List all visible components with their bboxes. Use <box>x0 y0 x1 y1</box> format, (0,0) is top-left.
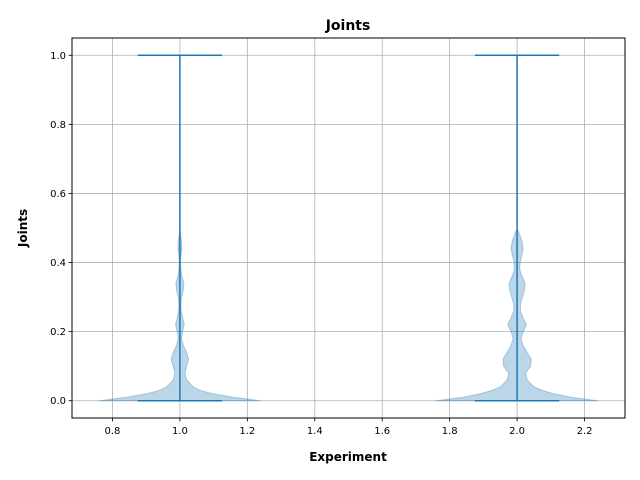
x-tick-label: 1.8 <box>442 426 458 437</box>
y-tick-label: 1.0 <box>50 51 66 62</box>
x-tick-label: 0.8 <box>105 426 121 437</box>
x-tick-label: 2.0 <box>509 426 525 437</box>
y-tick-label: 0.8 <box>50 120 66 131</box>
plot-frame <box>71 37 626 419</box>
violin-layer <box>98 54 599 402</box>
x-tick-label: 1.0 <box>172 426 188 437</box>
tick-layer: 0.8 1.0 1.2 1.4 1.6 1.8 2.0 2.2 0.0 0.2 0.4 0.6 0.8 1… <box>50 51 592 437</box>
x-axis-label: Experiment <box>309 450 387 464</box>
y-tick-label: 0.0 <box>50 396 66 407</box>
y-tick-label: 0.2 <box>50 327 66 338</box>
x-tick-label: 1.4 <box>307 426 323 437</box>
y-tick-label: 0.4 <box>50 258 66 269</box>
x-tick-label: 1.6 <box>374 426 390 437</box>
x-tick-label: 1.2 <box>239 426 255 437</box>
x-tick-label: 2.2 <box>577 426 593 437</box>
y-tick-label: 0.6 <box>50 189 66 200</box>
chart-title: Joints <box>325 18 371 34</box>
y-axis-label: Joints <box>16 209 30 248</box>
